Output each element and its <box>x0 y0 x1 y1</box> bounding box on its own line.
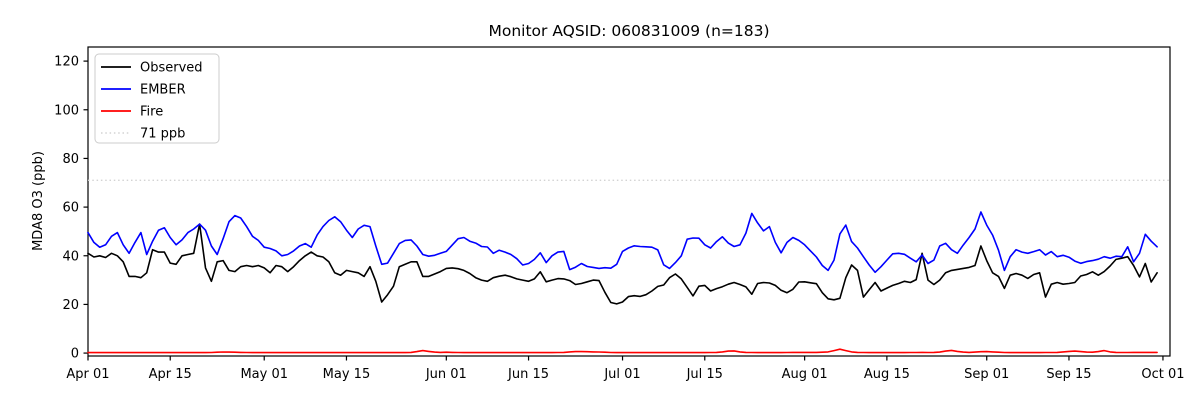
y-tick-label: 80 <box>62 152 79 167</box>
legend-label-threshold: 71 ppb <box>140 127 185 142</box>
legend-label-fire: Fire <box>140 105 163 120</box>
y-tick-label: 40 <box>62 249 79 264</box>
legend: Observed EMBER Fire 71 ppb <box>94 53 220 144</box>
x-tick-label: Aug 01 <box>782 367 828 382</box>
x-tick-label: Sep 01 <box>964 367 1009 382</box>
y-tick-label: 20 <box>62 298 79 313</box>
x-tick-label: Jun 15 <box>507 367 549 382</box>
x-tick-label: Apr 01 <box>66 367 109 382</box>
legend-label-ember: EMBER <box>140 83 186 98</box>
x-axis-ticks: Apr 01 Apr 15 May 01 May 15 Jun 01 Jun 15 Jul … <box>66 356 1185 382</box>
x-tick-label: Oct 01 <box>1141 367 1184 382</box>
legend-box <box>94 53 220 144</box>
y-tick-label: 0 <box>71 347 79 362</box>
x-tick-label: Aug 15 <box>864 367 910 382</box>
y-axis-label: MDA8 O3 (ppb) <box>31 151 46 251</box>
x-tick-label: May 15 <box>323 367 371 382</box>
x-tick-label: Jun 01 <box>425 367 467 382</box>
x-tick-label: May 01 <box>240 367 288 382</box>
x-tick-label: Apr 15 <box>149 367 192 382</box>
fire-series-line <box>87 348 1158 354</box>
y-tick-label: 60 <box>62 201 79 216</box>
legend-label-observed: Observed <box>140 61 203 76</box>
x-tick-label: Jul 01 <box>603 367 640 382</box>
x-tick-label: Jul 15 <box>686 367 723 382</box>
ember-series-line <box>87 211 1158 274</box>
y-tick-label: 100 <box>54 103 79 118</box>
chart-title: Monitor AQSID: 060831009 (n=183) <box>488 22 769 40</box>
x-tick-label: Sep 15 <box>1046 367 1091 382</box>
observed-series-line <box>87 223 1158 305</box>
y-axis-ticks: 0 20 40 60 80 100 120 <box>54 55 88 362</box>
y-tick-label: 120 <box>54 55 79 70</box>
plot-frame <box>87 46 1171 357</box>
